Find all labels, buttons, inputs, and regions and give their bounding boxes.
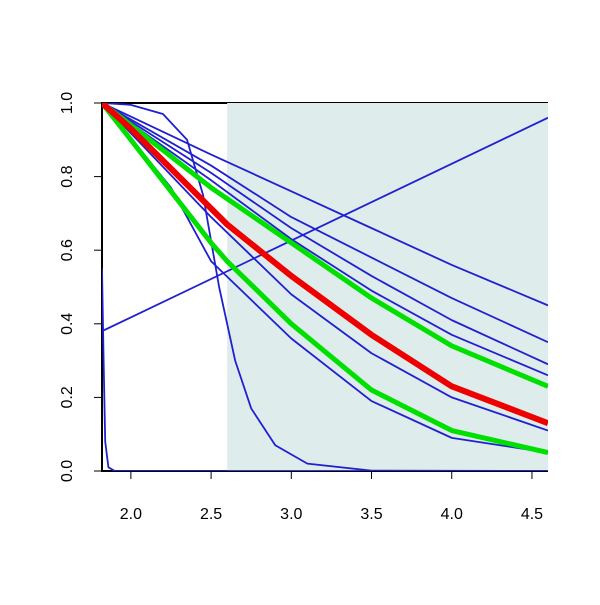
plot-area — [102, 103, 548, 471]
series-line — [102, 103, 548, 426]
series-line — [102, 103, 548, 344]
series-line — [102, 103, 548, 471]
series-line — [102, 268, 548, 471]
series-line — [102, 103, 548, 307]
series-line — [102, 103, 548, 456]
y-tick-label: 0.0 — [59, 460, 76, 482]
x-tick-label: 2.0 — [120, 506, 142, 523]
series-line — [102, 116, 548, 332]
x-tick-label: 2.5 — [200, 506, 222, 523]
y-tick-label: 0.6 — [59, 239, 76, 261]
x-tick-label: 4.5 — [521, 506, 543, 523]
y-tick-label: 0.8 — [59, 165, 76, 187]
y-tick-label: 0.4 — [59, 313, 76, 335]
series-line — [102, 103, 548, 377]
y-tick-label: 0.2 — [59, 386, 76, 408]
series-line — [102, 103, 548, 432]
y-tick-label: 1.0 — [59, 92, 76, 114]
shaded-region — [227, 103, 548, 471]
x-tick-label: 3.5 — [360, 506, 382, 523]
x-tick-label: 3.0 — [280, 506, 302, 523]
x-tick-label: 4.0 — [441, 506, 463, 523]
